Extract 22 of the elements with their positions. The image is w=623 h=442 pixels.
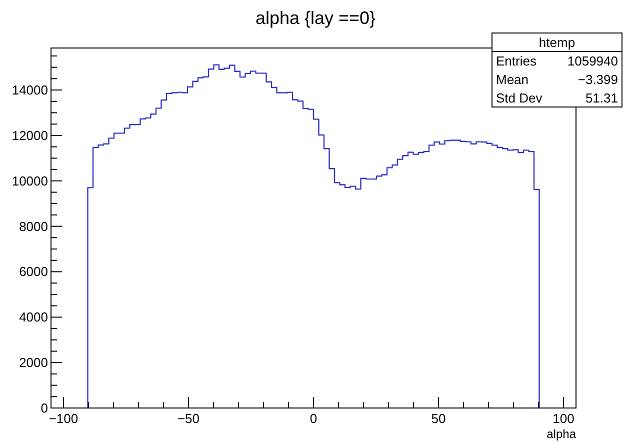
annotation: Entries: [496, 54, 537, 68]
annotation: Mean: [496, 72, 529, 87]
annotation: 1059940: [567, 54, 618, 68]
y-tick-label: 4000: [19, 310, 48, 325]
x-tick-label: −50: [177, 411, 200, 426]
y-tick-label: 14000: [12, 82, 48, 98]
y-tick-label: 2000: [19, 355, 48, 370]
text: 51.31: [585, 90, 618, 106]
x-axis-title: alpha: [546, 427, 576, 441]
y-tick-label: 10000: [12, 173, 48, 188]
y-tick-label: 8000: [19, 218, 48, 234]
y-tick-label: 6000: [19, 264, 48, 280]
text: −3.399: [578, 72, 618, 87]
annotation: htemp: [538, 35, 576, 50]
x-tick-label: 50: [431, 411, 446, 426]
x-tick-label: 0: [310, 411, 318, 426]
chart-title: alpha {lay ==0}: [255, 8, 376, 28]
y-tick-label: 0: [40, 400, 48, 416]
x-tick-label: 100: [552, 411, 574, 426]
annotation: Std Dev: [496, 90, 543, 106]
y-tick-label: 12000: [12, 128, 48, 143]
x-tick-label: −100: [48, 411, 78, 426]
